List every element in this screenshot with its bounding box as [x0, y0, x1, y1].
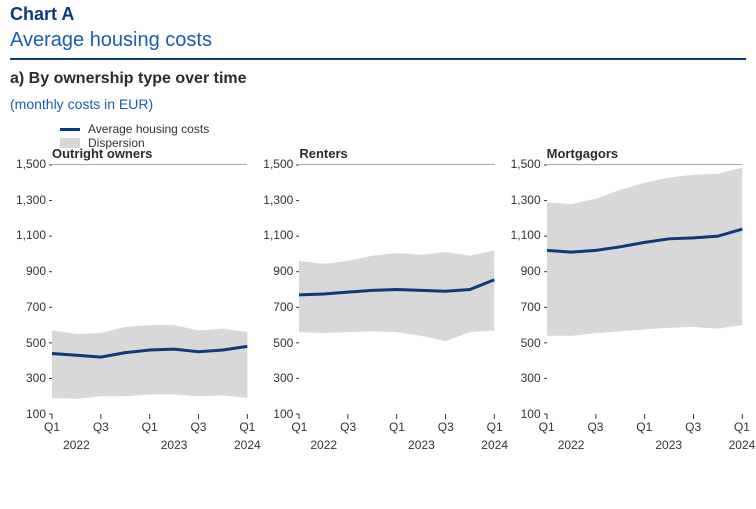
y-tick-label: 1,300: [16, 193, 46, 207]
x-year-label: 2023: [655, 438, 682, 452]
x-year-label: 2022: [558, 438, 585, 452]
x-tick-label: Q3: [190, 420, 206, 434]
plot-wrap: Mortgagors1003005007009001,1001,3001,500…: [505, 164, 746, 459]
subtitle-a: a) By ownership type over time: [10, 70, 746, 88]
subtitle-b: (monthly costs in EUR): [10, 96, 746, 112]
legend-line-label: Average housing costs: [88, 122, 209, 136]
y-tick-label: 1,100: [16, 228, 46, 242]
x-year-label: 2022: [63, 438, 90, 452]
panel-title: Renters: [299, 146, 347, 161]
header-divider: [10, 58, 746, 60]
chart-label: Chart A: [10, 4, 746, 25]
legend: Average housing costs Dispersion: [60, 122, 746, 150]
y-tick-label: 100: [26, 407, 46, 421]
y-tick-label: 300: [521, 371, 541, 385]
plot-wrap: Renters1003005007009001,1001,3001,500Q1Q…: [257, 164, 498, 459]
plot-svg: [52, 165, 247, 414]
x-year-label: 2022: [310, 438, 337, 452]
y-tick-label: 900: [26, 264, 46, 278]
y-tick-label: 300: [273, 371, 293, 385]
plot-area: [299, 164, 494, 414]
dispersion-band: [52, 325, 247, 399]
panel: Renters1003005007009001,1001,3001,500Q1Q…: [257, 164, 498, 459]
y-tick-label: 300: [26, 371, 46, 385]
y-tick-label: 1,100: [263, 228, 293, 242]
x-year-label: 2024: [729, 438, 756, 452]
y-tick-label: 1,500: [16, 157, 46, 171]
plot-area: [52, 164, 247, 414]
y-tick-label: 100: [273, 407, 293, 421]
x-tick-label: Q3: [438, 420, 454, 434]
y-tick-label: 700: [521, 300, 541, 314]
x-year-label: 2023: [408, 438, 435, 452]
x-tick-label: Q3: [587, 420, 603, 434]
x-tick-label: Q1: [239, 420, 255, 434]
chart-header: Chart A Average housing costs a) By owne…: [10, 4, 746, 112]
y-tick-label: 1,300: [511, 193, 541, 207]
x-tick-label: Q1: [291, 420, 307, 434]
panel: Mortgagors1003005007009001,1001,3001,500…: [505, 164, 746, 459]
y-tick-label: 500: [273, 336, 293, 350]
plot-wrap: Outright owners1003005007009001,1001,300…: [10, 164, 251, 459]
dispersion-band: [299, 250, 494, 341]
x-tick-label: Q1: [142, 420, 158, 434]
x-tick-label: Q1: [734, 420, 750, 434]
x-year-label: 2023: [161, 438, 188, 452]
y-tick-label: 1,500: [263, 157, 293, 171]
x-tick-label: Q3: [340, 420, 356, 434]
panel: Outright owners1003005007009001,1001,300…: [10, 164, 251, 459]
chart-title: Average housing costs: [10, 29, 746, 52]
y-tick-label: 100: [521, 407, 541, 421]
x-tick-label: Q3: [93, 420, 109, 434]
x-tick-label: Q1: [539, 420, 555, 434]
plot-svg: [299, 165, 494, 414]
x-tick-label: Q1: [44, 420, 60, 434]
x-tick-label: Q1: [487, 420, 503, 434]
x-tick-label: Q3: [685, 420, 701, 434]
y-tick-label: 700: [26, 300, 46, 314]
y-tick-label: 1,300: [263, 193, 293, 207]
y-tick-label: 700: [273, 300, 293, 314]
legend-line-swatch: [60, 128, 80, 131]
panel-title: Mortgagors: [547, 146, 619, 161]
plot-svg: [547, 165, 742, 414]
y-tick-label: 500: [521, 336, 541, 350]
y-tick-label: 900: [521, 264, 541, 278]
x-tick-label: Q1: [389, 420, 405, 434]
y-tick-label: 1,500: [511, 157, 541, 171]
y-tick-label: 1,100: [511, 228, 541, 242]
y-tick-label: 500: [26, 336, 46, 350]
panel-title: Outright owners: [52, 146, 152, 161]
y-tick-label: 900: [273, 264, 293, 278]
panels-container: Outright owners1003005007009001,1001,300…: [10, 164, 746, 459]
x-tick-label: Q1: [636, 420, 652, 434]
legend-item-line: Average housing costs: [60, 122, 209, 136]
plot-area: [547, 164, 742, 414]
